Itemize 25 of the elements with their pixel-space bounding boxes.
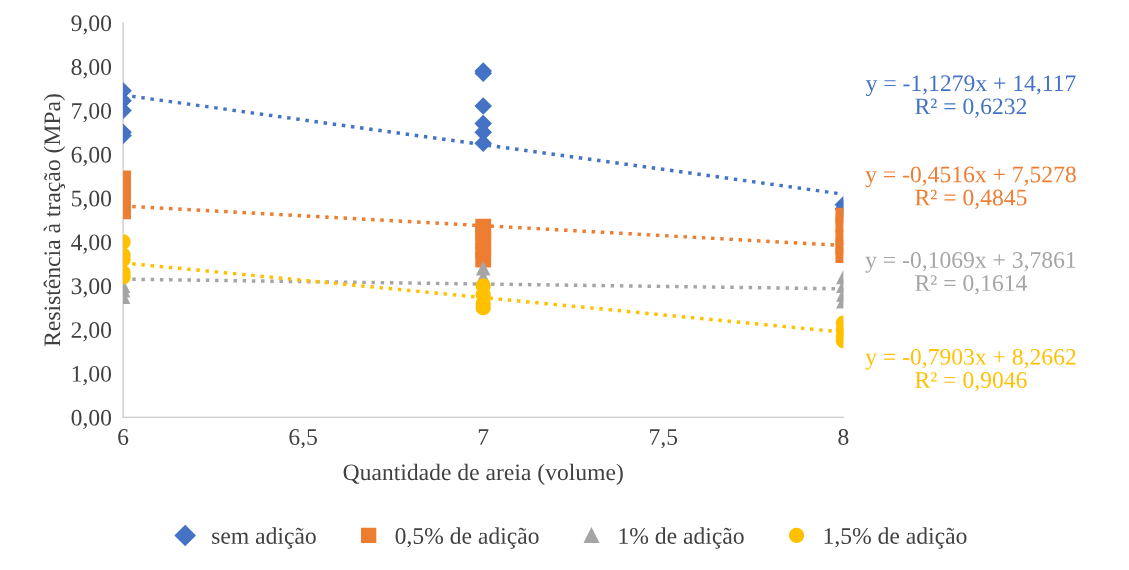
text: y = -0,4516x + 7,5278 R² = 0,4845 [865,166,1076,209]
y-tick-label: 4,00 [71,234,112,254]
legend-label: 1% de adição [619,527,744,549]
x-axis-title: Quantidade de areia (volume) [343,463,623,486]
x-tick-label: 7,5 [650,429,678,449]
text: y = -0,7903x + 8,2662 R² = 0,9046 [865,348,1076,392]
text: y = -1,1279x + 14,117 R² = 0,6232 [865,75,1076,118]
y-tick-label: 9,00 [71,15,112,35]
legend-label: 1,5% de adição [824,527,967,549]
x-tick-label: 8 [838,429,849,445]
y-tick-label: 3,00 [71,278,112,298]
y-tick-label: 1,00 [72,365,112,386]
y-tick-label: 5,00 [72,190,112,210]
x-tick-label: 6,5 [289,429,317,449]
y-tick-label: 0,00 [71,409,112,430]
x-tick-label: 7 [478,429,489,445]
legend-label: 0,5% de adição [395,527,539,549]
text: y = -0,1069x + 3,7861 R² = 0,1614 [865,251,1076,295]
y-tick-label: 7,00 [72,102,112,123]
y-axis-title: Resistência à tração (MPa) [43,94,66,347]
x-tick-label: 6 [118,429,129,445]
y-tick-label: 6,00 [71,146,112,167]
y-tick-label: 8,00 [71,59,112,79]
y-tick-label: 2,00 [71,322,112,342]
legend-label: sem adição [212,527,316,549]
